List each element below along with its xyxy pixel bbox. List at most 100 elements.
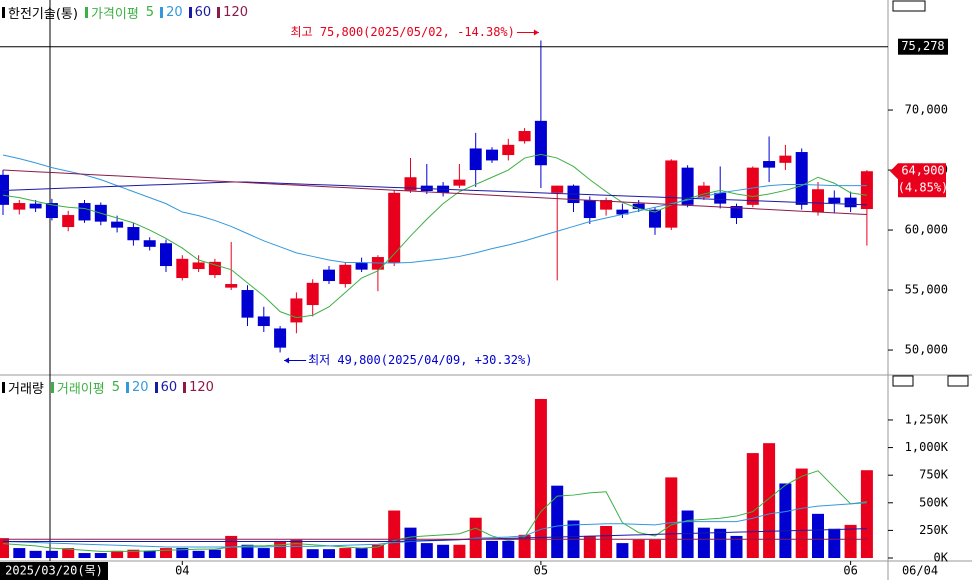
volume-bar	[534, 398, 547, 559]
candle-body	[534, 120, 547, 166]
legend-marker	[217, 7, 221, 18]
candle-body	[551, 185, 564, 193]
legend-entry: 60	[160, 380, 178, 395]
volume-bar	[192, 550, 205, 559]
x-tick-label: 06	[843, 564, 857, 578]
candle-body	[583, 200, 596, 219]
legend-marker	[50, 382, 54, 393]
candle-body	[453, 179, 466, 186]
icon-button[interactable]	[892, 0, 926, 12]
volume-bar	[812, 513, 824, 559]
volume-bar	[665, 477, 678, 559]
ma-line	[2, 181, 867, 206]
volume-bar	[290, 539, 303, 559]
current-change: (4.85%)	[898, 181, 949, 195]
volume-bar	[111, 550, 124, 559]
legend-entry: 120	[223, 5, 248, 20]
volume-bar	[160, 548, 172, 559]
candle-body	[795, 152, 808, 205]
legend-marker	[126, 382, 130, 393]
legend-entry: 60	[194, 5, 212, 20]
volume-bar	[600, 525, 613, 559]
y-tick-label: 500K	[919, 495, 949, 509]
volume-bar	[176, 548, 189, 559]
volume-bar	[730, 535, 743, 559]
candle-body	[62, 215, 75, 228]
volume-bar	[681, 510, 694, 559]
ma-line	[2, 154, 867, 264]
volume-bar	[860, 470, 873, 559]
annotation-arrowhead	[284, 357, 290, 364]
volume-bar	[323, 549, 335, 559]
ma-line	[2, 153, 867, 319]
volume-legend: 거래량 거래이평 5 20 60 120	[2, 378, 217, 397]
volume-bar	[241, 544, 254, 559]
price-legend: 한전기술(통) 가격이평 5 20 60 120	[2, 3, 251, 22]
legend-marker	[188, 7, 192, 18]
candle-body	[45, 203, 58, 219]
candle-body	[616, 209, 629, 215]
volume-bar	[388, 510, 401, 559]
y-tick-label: 1,250K	[905, 412, 949, 426]
y-tick-label: 1,000K	[905, 440, 949, 454]
volume-bar	[453, 544, 466, 559]
candle-body	[404, 177, 417, 191]
volume-bar	[551, 485, 564, 559]
volume-bar	[795, 468, 808, 559]
candle-body	[730, 206, 743, 219]
volume-bar	[763, 443, 776, 559]
y-tick-label: 70,000	[905, 103, 948, 117]
legend-entry: 5	[145, 5, 155, 20]
volume-bar	[632, 539, 645, 559]
candle-body	[274, 328, 287, 348]
crosshair-date: 2025/03/20(목)	[5, 564, 103, 578]
x-tick-label: 05	[534, 564, 548, 578]
volume-bar	[518, 534, 531, 559]
icon-button[interactable]	[892, 375, 914, 387]
candle-body	[486, 149, 498, 161]
candle-body	[306, 282, 319, 306]
candle-body	[13, 203, 26, 210]
candle-body	[290, 298, 303, 323]
volume-bar	[779, 483, 792, 559]
current-price: 64,900	[901, 164, 944, 178]
candle-body	[665, 160, 678, 228]
annotation-arrowhead	[533, 29, 539, 36]
legend-ma-label: 거래이평	[56, 382, 105, 397]
crosshair-value-box	[898, 38, 948, 55]
chart-title: 한전기술(통)	[8, 7, 78, 22]
icon-button[interactable]	[947, 375, 969, 387]
x-tick-label: 04	[175, 564, 189, 578]
volume-bar	[404, 527, 417, 559]
candle-body	[0, 174, 9, 205]
candle-body	[257, 316, 270, 327]
legend-entry: 5	[111, 380, 121, 395]
candle-body	[518, 131, 531, 142]
volume-bar	[828, 528, 841, 559]
legend-marker	[154, 382, 158, 393]
candle-body	[225, 284, 238, 288]
volume-bar	[339, 548, 352, 559]
volume-bar	[306, 549, 319, 559]
candle-body	[160, 243, 172, 267]
ma-line	[2, 169, 867, 216]
candle-body	[388, 192, 401, 264]
last-date: 06/04	[902, 564, 938, 578]
y-tick-label: 50,000	[905, 343, 948, 357]
legend-marker	[183, 382, 187, 393]
candle-body	[649, 209, 661, 228]
volume-bar	[274, 540, 287, 559]
candle-body	[502, 144, 515, 156]
current-price-tag	[890, 163, 946, 198]
candle-body	[681, 167, 694, 205]
volume-bar	[371, 544, 384, 559]
volume-bar	[502, 540, 515, 559]
legend-entry: 20	[132, 380, 149, 395]
candle-body	[192, 262, 205, 270]
volume-bar	[616, 543, 629, 559]
candle-body	[339, 264, 352, 285]
volume-bar	[13, 548, 26, 559]
candle-body	[860, 171, 873, 210]
